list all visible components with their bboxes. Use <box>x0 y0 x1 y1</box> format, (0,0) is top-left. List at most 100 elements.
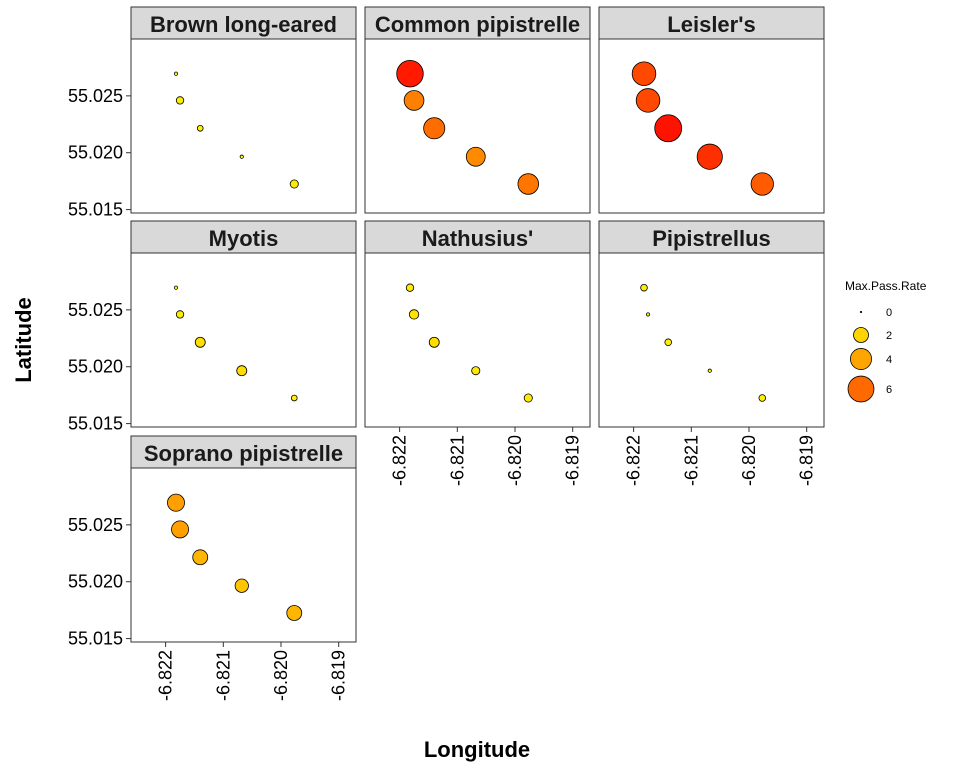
data-point <box>523 393 533 403</box>
x-tick-label: -6.822 <box>156 650 176 701</box>
panel-soprano-pipistrelle: Soprano pipistrelle <box>130 435 357 643</box>
legend-entries: 0 2 4 6 <box>847 307 892 403</box>
panel-pipistrellus: Pipistrellus <box>598 220 825 428</box>
data-point <box>239 154 244 159</box>
data-point <box>173 285 179 290</box>
data-point <box>289 179 299 189</box>
y-tick-label: 55.020 <box>68 357 123 377</box>
legend-entry: 4 <box>850 348 892 370</box>
data-point <box>171 520 189 539</box>
x-tick-label: -6.820 <box>739 435 759 486</box>
legend-key <box>850 348 872 370</box>
data-point <box>640 283 648 292</box>
panel-strip-label: Nathusius' <box>422 226 534 251</box>
panel-strip <box>598 6 825 40</box>
x-tick-label: -6.819 <box>329 650 349 701</box>
data-point <box>635 88 661 113</box>
data-point <box>194 336 206 348</box>
x-tick-label: -6.821 <box>447 435 467 486</box>
y-tick-label: 55.015 <box>68 414 123 434</box>
panel-strip-label: Leisler's <box>667 12 755 37</box>
legend-key <box>847 375 875 403</box>
y-tick-label: 55.020 <box>68 143 123 163</box>
axes: 55.015 55.020 55.025 55.015 55.020 55.025 55.0… <box>68 86 817 701</box>
data-point <box>192 549 209 566</box>
x-tick-label: -6.822 <box>390 435 410 486</box>
legend-label: 0 <box>886 307 892 319</box>
legend-label: 2 <box>886 330 892 342</box>
panel-strip-label: Common pipistrelle <box>375 12 580 37</box>
data-point <box>173 71 179 76</box>
data-point <box>654 114 683 143</box>
x-tick-label: -6.819 <box>563 435 583 486</box>
data-point <box>707 368 712 373</box>
data-point <box>234 578 249 593</box>
x-axis-title: Longitude <box>424 737 530 762</box>
data-point <box>405 283 415 292</box>
x-tick-label: -6.820 <box>505 435 525 486</box>
data-point <box>423 117 446 140</box>
x-tick-label: -6.821 <box>213 650 233 701</box>
data-point <box>465 146 486 167</box>
panel-strip-label: Soprano pipistrelle <box>144 441 343 466</box>
data-point <box>408 309 420 320</box>
legend-title: Max.Pass.Rate <box>845 279 927 293</box>
data-point <box>167 493 185 512</box>
data-point <box>403 90 425 111</box>
panel-strip <box>130 220 357 254</box>
panel-plot-area <box>130 467 357 643</box>
x-tick-label: -6.820 <box>271 650 291 701</box>
data-point <box>196 124 204 132</box>
panels: Brown long-eared Common pipistrelle Leisle… <box>130 6 825 643</box>
x-tick-label: -6.819 <box>797 435 817 486</box>
legend-key <box>859 310 863 314</box>
panel-strip <box>598 220 825 254</box>
panel-plot-area <box>130 38 357 214</box>
legend-key <box>853 327 869 343</box>
y-tick-label: 55.025 <box>68 86 123 106</box>
data-point <box>175 310 185 319</box>
y-tick-label: 55.025 <box>68 515 123 535</box>
data-point <box>286 605 303 621</box>
panel-common-pipistrelle: Common pipistrelle <box>364 6 591 214</box>
legend-label: 6 <box>886 384 892 396</box>
panel-plot-area <box>598 252 825 428</box>
data-point <box>175 96 185 105</box>
data-point <box>396 60 424 88</box>
data-point <box>631 61 657 86</box>
legend: Max.Pass.Rate 0 2 4 6 <box>845 279 927 403</box>
panel-strip-label: Myotis <box>209 226 279 251</box>
legend-entry: 6 <box>847 375 892 403</box>
panel-brown-long-eared: Brown long-eared <box>130 6 357 214</box>
y-axis-title: Latitude <box>11 297 36 383</box>
data-point <box>517 173 539 195</box>
panel-plot-area <box>364 252 591 428</box>
data-point <box>696 143 723 170</box>
y-tick-label: 55.015 <box>68 200 123 220</box>
legend-entry: 0 <box>859 307 892 319</box>
x-tick-label: -6.821 <box>681 435 701 486</box>
y-tick-label: 55.015 <box>68 629 123 649</box>
panel-plot-area <box>598 38 825 214</box>
data-point <box>428 336 440 348</box>
data-point <box>645 312 651 317</box>
panel-leisler-s: Leisler's <box>598 6 825 214</box>
y-tick-label: 55.025 <box>68 300 123 320</box>
legend-label: 4 <box>886 354 892 366</box>
panel-myotis: Myotis <box>130 220 357 428</box>
data-point <box>290 394 298 402</box>
x-tick-label: -6.822 <box>624 435 644 486</box>
panel-strip-label: Brown long-eared <box>150 12 337 37</box>
data-point <box>758 394 767 402</box>
data-point <box>236 365 248 377</box>
panel-plot-area <box>130 252 357 428</box>
panel-nathusius: Nathusius' <box>364 220 591 428</box>
panel-strip-label: Pipistrellus <box>652 226 771 251</box>
data-point <box>471 366 481 376</box>
panel-plot-area <box>364 38 591 214</box>
data-point <box>750 172 774 196</box>
legend-entry: 2 <box>853 327 892 343</box>
y-tick-label: 55.020 <box>68 572 123 592</box>
data-point <box>664 338 672 347</box>
